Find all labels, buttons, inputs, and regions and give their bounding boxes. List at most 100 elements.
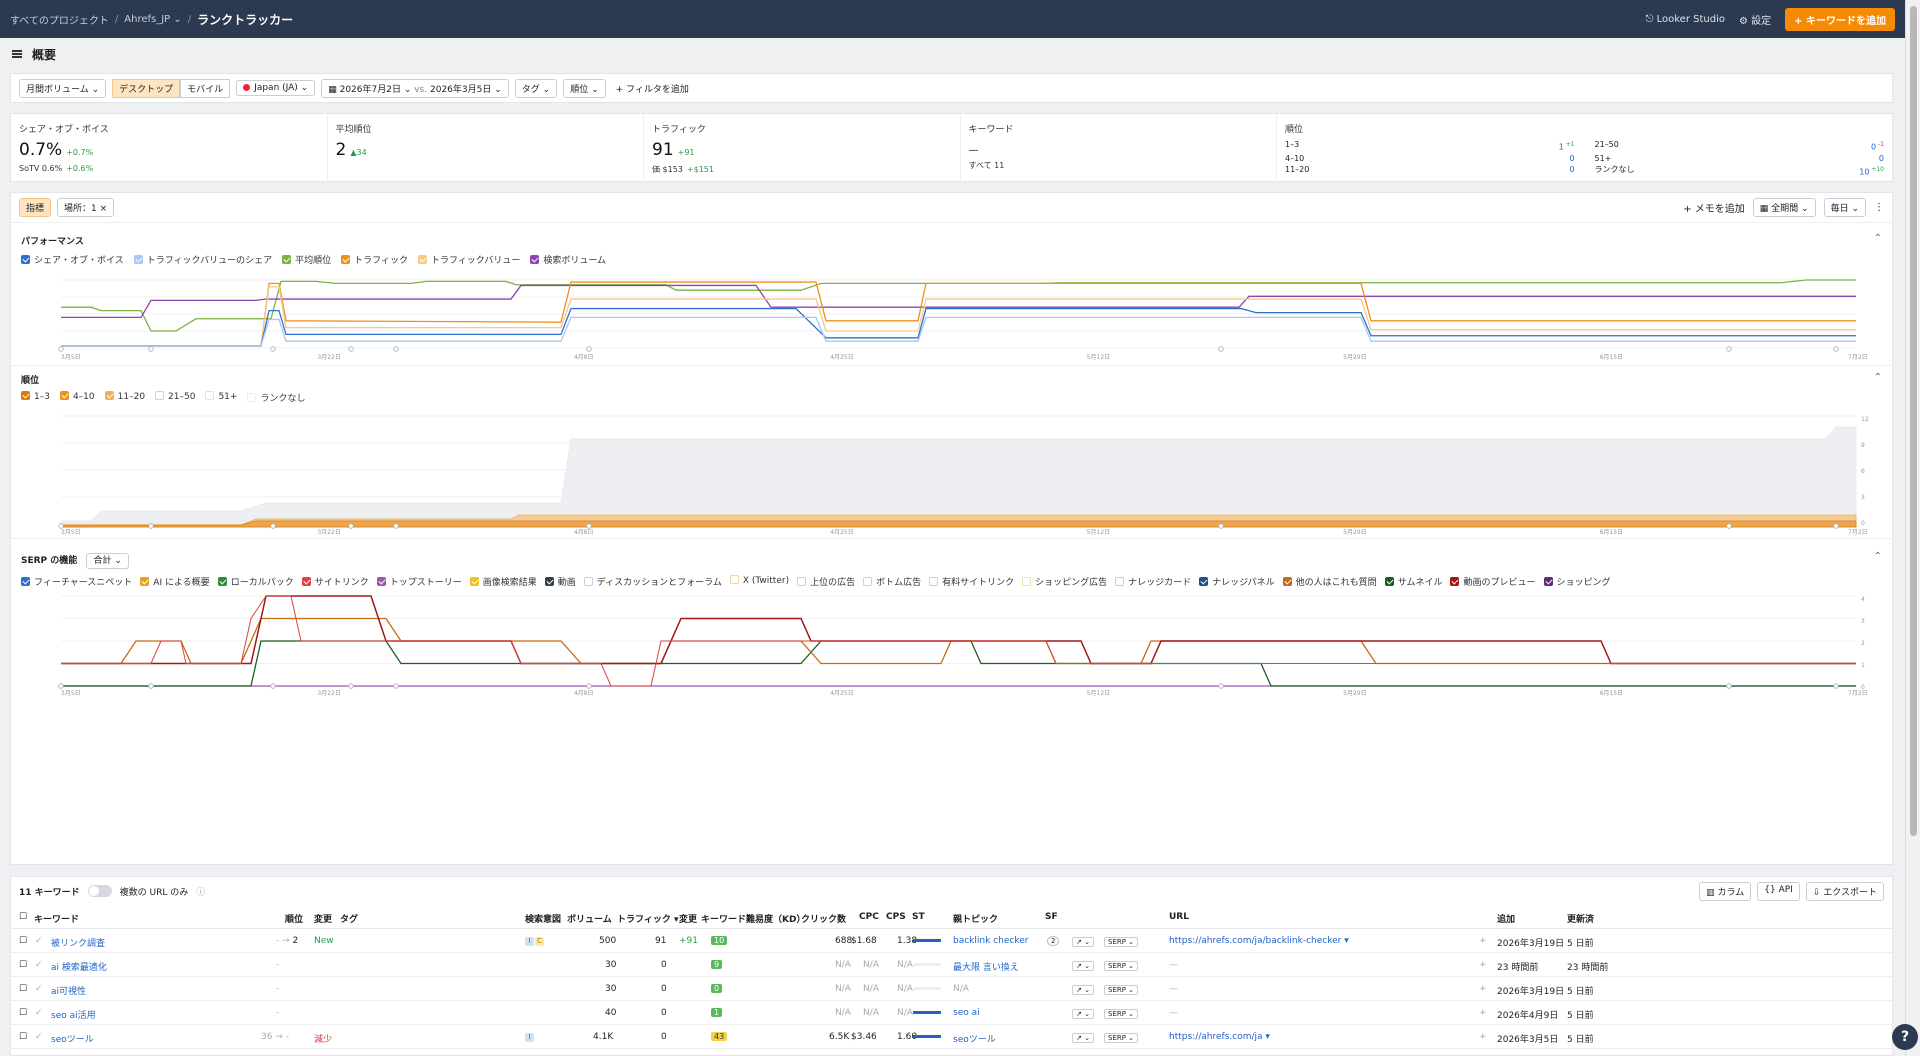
legend-item[interactable]: AI による概要 — [140, 575, 210, 588]
stat-ranks[interactable]: 順位 1–3 1 +1 21–50 0 -1 4–10 0 51+ 0 11–20 0 ランクなし 1… — [1277, 114, 1892, 181]
desktop-toggle[interactable]: デスクトップ — [112, 78, 181, 98]
legend-item[interactable]: 平均順位 — [282, 253, 331, 266]
stat-avg-rank[interactable]: 平均順位 2 ▲34 — [328, 114, 644, 181]
legend-item[interactable]: X (Twitter) — [729, 575, 789, 588]
legend-checkbox[interactable] — [282, 255, 292, 264]
row-checkbox[interactable]: ☐ — [19, 1008, 28, 1018]
legend-checkbox[interactable] — [583, 577, 593, 586]
multi-url-toggle[interactable] — [87, 885, 112, 897]
legend-item[interactable]: 画像検索結果 — [469, 575, 537, 588]
country-dropdown[interactable]: Japan (JA) ⌄ — [236, 80, 316, 96]
tag-dropdown[interactable]: タグ ⌄ — [514, 78, 558, 98]
col-kd[interactable]: キーワード難易度（KD） — [701, 915, 806, 925]
url-link[interactable]: https://ahrefs.com/ja/backlink-checker ▾ — [1169, 936, 1349, 946]
legend-checkbox[interactable] — [155, 391, 165, 400]
legend-checkbox[interactable] — [59, 391, 69, 400]
settings-link[interactable]: ⚙ 設定 — [1738, 15, 1772, 27]
legend-checkbox[interactable] — [1115, 577, 1125, 586]
legend-checkbox[interactable] — [301, 577, 311, 586]
keyword-link[interactable]: 被リンク調査 — [51, 939, 106, 949]
legend-item[interactable]: ディスカッションとフォーラム — [583, 575, 722, 588]
rank-bucket-value[interactable]: 0 — [1878, 153, 1884, 163]
add-memo-button[interactable]: + メモを追加 — [1683, 204, 1745, 215]
serp-mode-dropdown[interactable]: 合計 ⌄ — [86, 553, 129, 569]
legend-item[interactable]: サイトリンク — [301, 575, 369, 588]
stat-keywords[interactable]: キーワード — すべて 11 — [961, 114, 1277, 181]
col-traffic[interactable]: トラフィック ▾ — [617, 915, 679, 925]
table-row[interactable]: ☐ ✓ seoツール 36 → - 減少 I 4.1K 0 43 6.5K $3.46 1.60 seo… — [11, 1027, 1894, 1049]
legend-checkbox[interactable] — [217, 577, 227, 586]
legend-item[interactable]: シェア・オブ・ボイス — [21, 253, 124, 266]
legend-checkbox[interactable] — [469, 577, 479, 586]
legend-item[interactable]: トップストーリー — [376, 575, 462, 588]
period-dropdown[interactable]: ▦ 全期間 ⌄ — [1752, 198, 1816, 217]
keyword-link[interactable]: ai可視性 — [51, 987, 87, 997]
legend-item[interactable]: 検索ボリューム — [530, 253, 606, 266]
legend-checkbox[interactable] — [140, 577, 150, 586]
looker-studio-link[interactable]: ⎋ Looker Studio — [1645, 13, 1725, 25]
legend-checkbox[interactable] — [544, 577, 554, 586]
legend-checkbox[interactable] — [1022, 577, 1032, 586]
legend-checkbox[interactable] — [247, 393, 257, 402]
legend-item[interactable]: サムネイル — [1384, 575, 1442, 588]
col-volume[interactable]: ボリューム — [567, 915, 612, 925]
keyword-link[interactable]: seoツール — [51, 1035, 94, 1045]
col-cpc[interactable]: CPC — [859, 912, 879, 922]
col-st[interactable]: ST — [912, 912, 925, 922]
legend-item[interactable]: トラフィック — [341, 253, 408, 266]
col-url[interactable]: URL — [1169, 912, 1189, 922]
legend-item[interactable]: 51+ — [205, 391, 237, 404]
export-button[interactable]: ⇩ エクスポート — [1805, 881, 1884, 901]
legend-item[interactable]: トラフィックバリュー — [417, 253, 520, 266]
legend-checkbox[interactable] — [104, 391, 114, 400]
trend-button[interactable]: ↗ ⌄ — [1072, 937, 1094, 947]
collapse-chevron-icon[interactable]: ⌃ — [1873, 233, 1882, 244]
collapse-chevron-icon[interactable]: ⌃ — [1873, 551, 1882, 562]
parent-topic-link[interactable]: seo ai — [953, 1008, 980, 1018]
add-icon[interactable]: + — [1479, 936, 1487, 946]
col-rank[interactable]: 順位 — [285, 915, 304, 925]
stat-traffic[interactable]: トラフィック 91 +91 価 $153 +$151 — [644, 114, 961, 181]
legend-checkbox[interactable] — [1543, 577, 1553, 586]
legend-item[interactable]: ボトム広告 — [863, 575, 921, 588]
rank-bucket-value[interactable]: 0 — [1871, 142, 1877, 152]
legend-item[interactable]: ローカルパック — [217, 575, 294, 588]
col-sf[interactable]: SF — [1045, 912, 1058, 922]
tab-location[interactable]: 場所：1 × — [57, 198, 115, 217]
legend-checkbox[interactable] — [21, 391, 30, 400]
legend-item[interactable]: ナレッジカード — [1115, 575, 1191, 588]
api-button[interactable]: {} API — [1757, 881, 1800, 901]
mobile-toggle[interactable]: モバイル — [180, 78, 231, 98]
legend-checkbox[interactable] — [21, 577, 30, 586]
legend-item[interactable]: 4–10 — [59, 391, 95, 404]
legend-item[interactable]: ショッピング広告 — [1022, 575, 1107, 588]
page-scrollbar[interactable] — [1905, 0, 1920, 1056]
legend-item[interactable]: トラフィックバリューのシェア — [133, 253, 272, 266]
help-button[interactable]: ? — [1892, 1024, 1918, 1050]
col-tag[interactable]: タグ — [340, 915, 359, 925]
col-updated[interactable]: 更新済 — [1567, 915, 1595, 925]
url-link[interactable]: https://ahrefs.com/ja ▾ — [1169, 1032, 1270, 1042]
add-icon[interactable]: + — [1479, 984, 1487, 994]
table-row[interactable]: ☐ ✓ ai 検索最適化 - 30 0 9 N/A N/A N/A 最大限 言い換え ↗ ⌄ SERP … — [11, 955, 1894, 977]
col-cps[interactable]: CPS — [886, 912, 906, 922]
add-filter-button[interactable]: + フィルタを追加 — [615, 84, 689, 95]
table-row[interactable]: ☐ ✓ seo ai活用 - 40 0 1 N/A N/A N/A seo ai ↗ ⌄ SERP ⌄ —… — [11, 1003, 1894, 1025]
row-checkbox[interactable]: ☐ — [19, 1032, 28, 1042]
breadcrumb-all-projects[interactable]: すべてのプロジェクト — [10, 15, 109, 27]
serp-button[interactable]: SERP ⌄ — [1104, 961, 1139, 971]
legend-checkbox[interactable] — [376, 577, 386, 586]
rank-bucket-value[interactable]: 0 — [1569, 153, 1575, 163]
legend-item[interactable]: 動画のプレビュー — [1450, 575, 1536, 588]
legend-checkbox[interactable] — [1282, 577, 1292, 586]
legend-item[interactable]: ランクなし — [247, 391, 305, 404]
select-all-checkbox[interactable]: ☐ — [19, 912, 28, 922]
tab-metric[interactable]: 指標 — [19, 198, 52, 217]
sf-count[interactable]: 2 — [1047, 936, 1060, 946]
legend-item[interactable]: 21–50 — [155, 391, 195, 404]
trend-button[interactable]: ↗ ⌄ — [1072, 961, 1094, 971]
legend-checkbox[interactable] — [863, 577, 873, 586]
legend-item[interactable]: 他の人はこれも質問 — [1282, 575, 1377, 588]
col-added[interactable]: 追加 — [1497, 915, 1516, 925]
serp-button[interactable]: SERP ⌄ — [1104, 937, 1139, 947]
